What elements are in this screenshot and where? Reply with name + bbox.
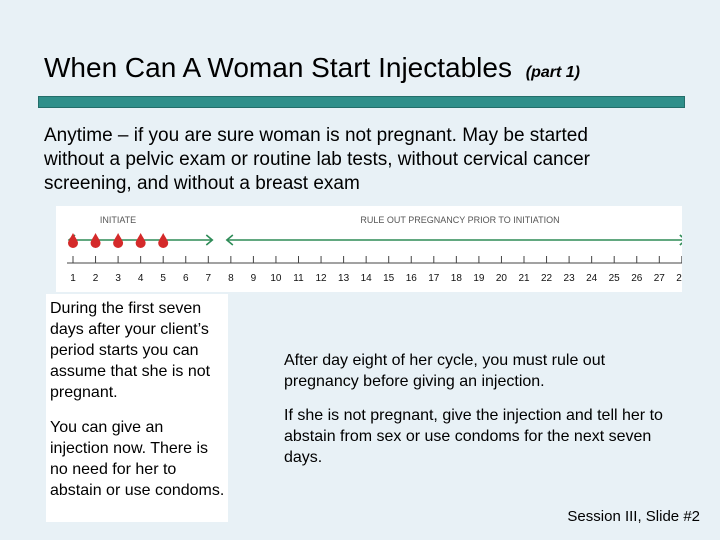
slide-footer: Session III, Slide #2 xyxy=(567,508,700,525)
day-number: 8 xyxy=(228,273,234,284)
intro-text: Anytime – if you are sure woman is not p… xyxy=(44,125,590,194)
rule-out-arrow-left-head xyxy=(225,234,234,246)
day-number: 2 xyxy=(93,273,99,284)
blood-drop-icon xyxy=(135,233,146,248)
day-number: 7 xyxy=(206,273,212,284)
right-paragraph-2: If she is not pregnant, give the injecti… xyxy=(284,407,663,466)
rule-out-label: RULE OUT PREGNANCY PRIOR TO INITIATION xyxy=(360,215,559,225)
slide-title: When Can A Woman Start Injectables (part… xyxy=(44,52,580,84)
day-number: 15 xyxy=(383,273,395,284)
left-column-box xyxy=(46,294,228,522)
day-number: 20 xyxy=(496,273,508,284)
day-number: 11 xyxy=(293,273,304,284)
left-paragraph-2: You can give an injection now. There is … xyxy=(50,419,225,499)
day-number: 9 xyxy=(251,273,257,284)
blood-drop-icon xyxy=(90,233,101,248)
day-number: 17 xyxy=(428,273,440,284)
day-number: 19 xyxy=(473,273,485,284)
day-number: 22 xyxy=(541,273,553,284)
blood-drop-icon xyxy=(68,233,78,248)
day-number: 13 xyxy=(338,273,350,284)
title-sub: (part 1) xyxy=(525,64,580,81)
day-number: 24 xyxy=(586,273,598,284)
right-paragraph-1: After day eight of her cycle, you must r… xyxy=(284,352,606,390)
title-underline-bar xyxy=(38,96,685,108)
day-number: 5 xyxy=(160,273,166,284)
blood-drop-icon xyxy=(113,233,124,248)
left-column: During the first seven days after your c… xyxy=(50,298,226,515)
timeline-svg: INITIATE RULE OUT PREGNANCY PRIOR TO INI… xyxy=(67,215,682,284)
left-paragraph-1: During the first seven days after your c… xyxy=(50,300,211,401)
day-number: 4 xyxy=(138,273,144,284)
day-number: 16 xyxy=(406,273,418,284)
day-number: 12 xyxy=(315,273,327,284)
initiate-label: INITIATE xyxy=(100,215,136,225)
day-number: 26 xyxy=(631,273,643,284)
blood-drop-icon xyxy=(158,233,169,248)
cycle-timeline-diagram: INITIATE RULE OUT PREGNANCY PRIOR TO INI… xyxy=(56,206,682,292)
day-number: 23 xyxy=(564,273,576,284)
day-number: 10 xyxy=(270,273,282,284)
day-number: 6 xyxy=(183,273,189,284)
day-number: 18 xyxy=(451,273,463,284)
day-number: 1 xyxy=(70,273,76,284)
rule-out-arrow-right-head xyxy=(679,234,682,246)
day-number: 27 xyxy=(654,273,666,284)
day-number: 3 xyxy=(115,273,121,284)
title-main: When Can A Woman Start Injectables xyxy=(44,52,512,83)
day-number: 21 xyxy=(518,273,530,284)
initiate-arrow-right-head xyxy=(205,234,214,246)
day-number: 14 xyxy=(361,273,373,284)
day-number: 25 xyxy=(609,273,621,284)
rule-out-arrow xyxy=(225,234,682,246)
day-number: 28 xyxy=(676,273,682,284)
